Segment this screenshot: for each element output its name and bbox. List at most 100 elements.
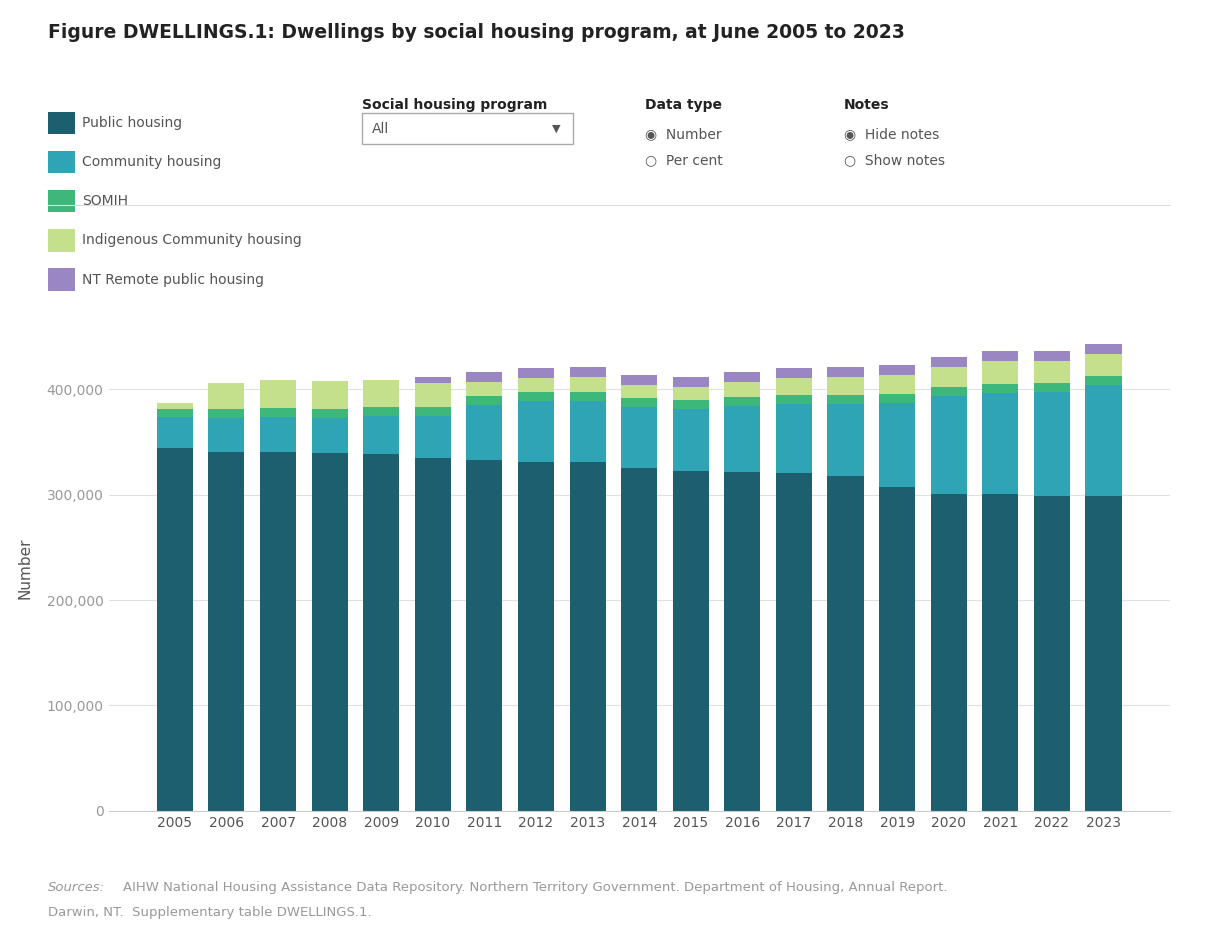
- Bar: [931, 357, 967, 367]
- Text: ○  Per cent: ○ Per cent: [645, 153, 722, 168]
- Bar: [673, 471, 709, 811]
- Text: Community housing: Community housing: [82, 155, 222, 170]
- Bar: [775, 368, 812, 378]
- Text: Notes: Notes: [844, 98, 890, 112]
- Text: ◉  Number: ◉ Number: [645, 127, 722, 142]
- Bar: [1034, 351, 1070, 362]
- Bar: [157, 417, 193, 448]
- Bar: [982, 494, 1018, 811]
- Bar: [673, 387, 709, 401]
- Bar: [879, 404, 915, 487]
- Bar: [1085, 496, 1122, 811]
- Text: NT Remote public housing: NT Remote public housing: [82, 272, 264, 287]
- Text: Indigenous Community housing: Indigenous Community housing: [82, 233, 302, 248]
- Bar: [363, 380, 399, 406]
- Bar: [517, 462, 554, 811]
- Bar: [157, 409, 193, 417]
- Bar: [673, 401, 709, 409]
- Bar: [517, 378, 554, 392]
- Text: ◉  Hide notes: ◉ Hide notes: [844, 127, 939, 142]
- Bar: [879, 365, 915, 376]
- Bar: [311, 418, 347, 453]
- Bar: [725, 472, 761, 811]
- Bar: [827, 395, 863, 404]
- Text: Figure DWELLINGS.1: Dwellings by social housing program, at June 2005 to 2023: Figure DWELLINGS.1: Dwellings by social …: [48, 23, 906, 42]
- Bar: [467, 460, 503, 811]
- Bar: [827, 367, 863, 377]
- Bar: [569, 401, 605, 462]
- Bar: [569, 392, 605, 401]
- Bar: [363, 454, 399, 811]
- Bar: [1034, 391, 1070, 496]
- Bar: [621, 385, 657, 398]
- Bar: [827, 377, 863, 395]
- Bar: [1034, 382, 1070, 391]
- Bar: [467, 372, 503, 381]
- Text: ○  Show notes: ○ Show notes: [844, 153, 946, 168]
- Bar: [775, 404, 812, 473]
- Bar: [1085, 377, 1122, 385]
- Text: Data type: Data type: [645, 98, 722, 112]
- Bar: [1085, 354, 1122, 377]
- Bar: [827, 404, 863, 476]
- Bar: [415, 377, 451, 382]
- Y-axis label: Number: Number: [18, 538, 33, 599]
- Bar: [1034, 362, 1070, 382]
- Bar: [725, 397, 761, 406]
- Bar: [931, 494, 967, 811]
- Bar: [879, 487, 915, 811]
- Bar: [517, 368, 554, 378]
- Bar: [725, 406, 761, 472]
- Bar: [260, 452, 297, 811]
- Bar: [260, 408, 297, 417]
- Bar: [879, 394, 915, 404]
- Bar: [415, 416, 451, 458]
- Bar: [1085, 385, 1122, 496]
- Bar: [775, 395, 812, 404]
- Bar: [467, 396, 503, 405]
- Bar: [982, 362, 1018, 384]
- Bar: [311, 381, 347, 409]
- Bar: [931, 387, 967, 396]
- Bar: [569, 462, 605, 811]
- Bar: [311, 453, 347, 811]
- Bar: [415, 382, 451, 406]
- Bar: [209, 452, 245, 811]
- Text: All: All: [371, 121, 388, 136]
- Bar: [363, 406, 399, 416]
- Text: SOMIH: SOMIH: [82, 194, 128, 209]
- Bar: [467, 405, 503, 460]
- Bar: [982, 392, 1018, 494]
- Bar: [673, 409, 709, 471]
- Bar: [467, 381, 503, 396]
- Text: Sources:: Sources:: [48, 881, 105, 894]
- Bar: [517, 401, 554, 462]
- Text: ▼: ▼: [552, 124, 561, 133]
- Bar: [1034, 496, 1070, 811]
- Bar: [209, 418, 245, 452]
- Text: Social housing program: Social housing program: [362, 98, 548, 112]
- Bar: [725, 372, 761, 381]
- Text: Darwin, NT.  Supplementary table DWELLINGS.1.: Darwin, NT. Supplementary table DWELLING…: [48, 906, 371, 919]
- Bar: [157, 403, 193, 409]
- Bar: [982, 351, 1018, 362]
- Text: Public housing: Public housing: [82, 116, 182, 130]
- Bar: [209, 383, 245, 409]
- Bar: [260, 417, 297, 452]
- Bar: [1085, 344, 1122, 354]
- Bar: [415, 458, 451, 811]
- Bar: [311, 409, 347, 418]
- Bar: [569, 367, 605, 377]
- Bar: [775, 378, 812, 395]
- Bar: [415, 406, 451, 416]
- Bar: [775, 473, 812, 811]
- Bar: [260, 380, 297, 408]
- Bar: [879, 376, 915, 394]
- Bar: [209, 409, 245, 418]
- Bar: [621, 398, 657, 407]
- Text: AIHW National Housing Assistance Data Repository. Northern Territory Government.: AIHW National Housing Assistance Data Re…: [123, 881, 948, 894]
- Bar: [621, 407, 657, 469]
- Bar: [982, 384, 1018, 392]
- Bar: [363, 416, 399, 454]
- Bar: [673, 377, 709, 387]
